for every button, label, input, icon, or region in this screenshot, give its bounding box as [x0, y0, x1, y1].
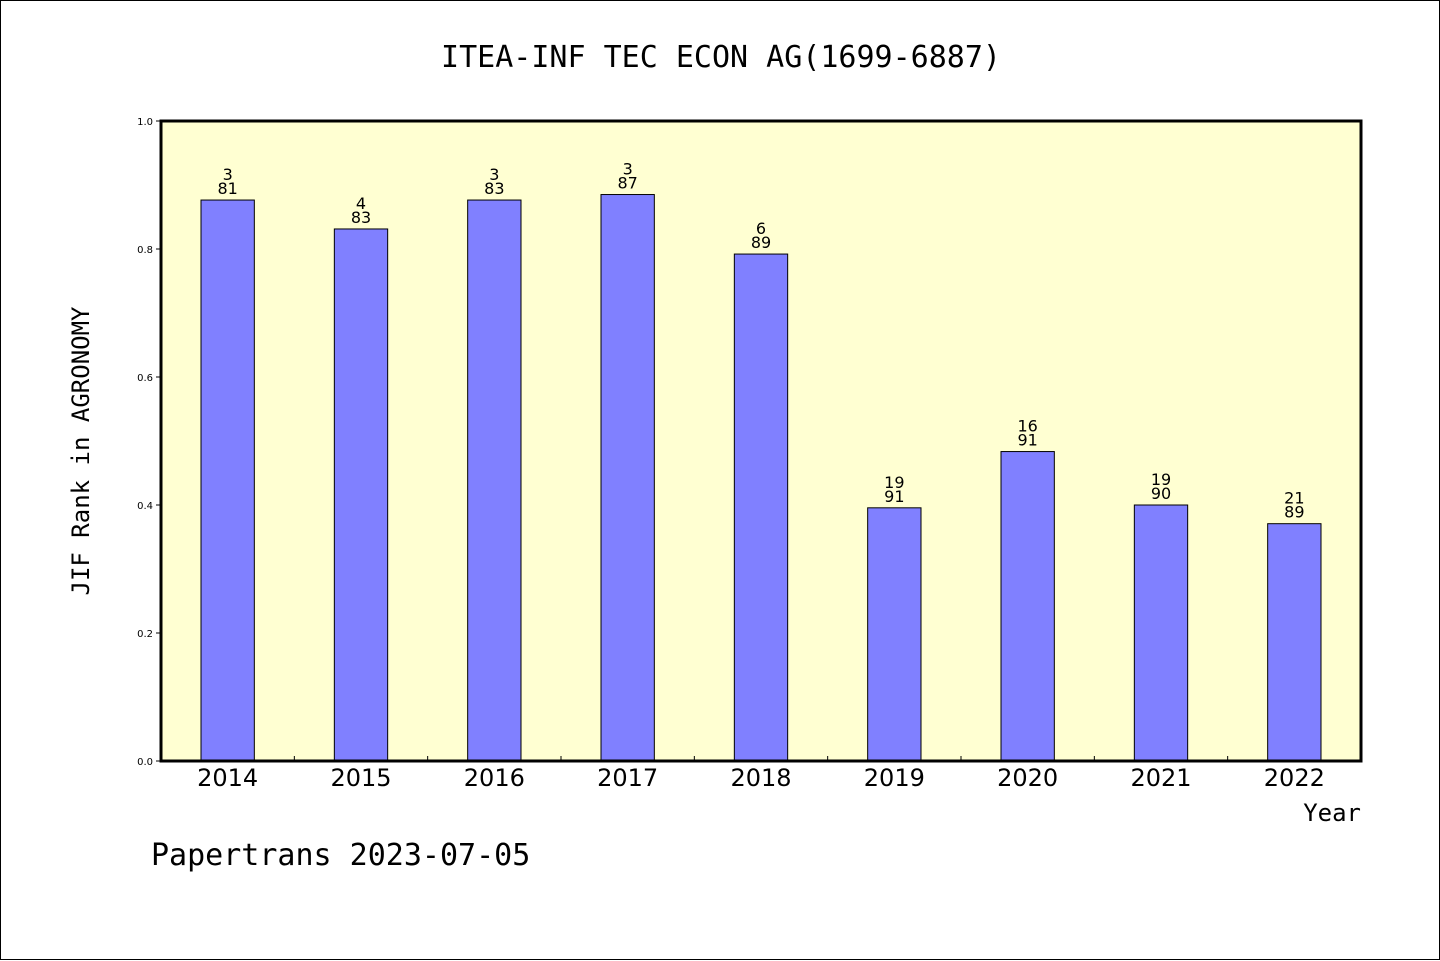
bar: [200, 199, 255, 762]
x-tick-label: 2020: [997, 764, 1058, 792]
y-axis: 0.0 0.2 0.4 0.6 0.8 1.0: [137, 117, 161, 768]
bar-label-rank: 3: [623, 160, 633, 179]
x-tick-label: 2016: [464, 764, 525, 792]
bar-label-total: 83: [351, 208, 371, 227]
x-axis-title: Year: [1303, 799, 1361, 827]
bar-label-rank: 19: [1151, 470, 1171, 489]
bar: [600, 194, 655, 762]
y-tick-label: 0.6: [137, 373, 153, 384]
y-tick-label: 0.8: [137, 245, 153, 256]
bar-label-total: 81: [217, 179, 237, 198]
bar-label-total: 89: [751, 233, 771, 252]
bar: [1133, 504, 1189, 762]
x-tick-label: 2015: [330, 764, 391, 792]
bar-label-rank: 6: [756, 219, 766, 238]
x-tick-label: 2019: [864, 764, 925, 792]
y-tick-label: 0.4: [137, 501, 153, 512]
bar-label-rank: 16: [1017, 417, 1037, 436]
chart-title: ITEA-INF TEC ECON AG(1699-6887): [441, 40, 1001, 75]
x-tick-label: 2022: [1264, 764, 1325, 792]
bar-label-rank: 3: [223, 165, 233, 184]
bar-label-total: 91: [884, 487, 904, 506]
bar: [333, 228, 389, 762]
bar-label-rank: 21: [1284, 489, 1304, 508]
bar-label-total: 90: [1151, 484, 1171, 503]
bar-label-total: 87: [617, 174, 637, 193]
y-axis-title: JIF Rank in AGRONOMY: [67, 306, 95, 596]
x-tick-label: 2018: [730, 764, 791, 792]
bar-label-total: 91: [1017, 431, 1037, 450]
bar: [867, 507, 922, 762]
bar: [1267, 523, 1322, 762]
plot-frame: [159, 119, 1363, 763]
x-tick-label: 2014: [197, 764, 258, 792]
y-tick-label: 0.0: [137, 757, 153, 768]
bar-label-total: 83: [484, 179, 504, 198]
x-tick-label: 2017: [597, 764, 658, 792]
bar-label-rank: 3: [489, 165, 499, 184]
footer-note: Papertrans 2023-07-05: [151, 838, 530, 873]
bars-group: [200, 194, 1322, 762]
y-tick-label: 0.2: [137, 629, 153, 640]
bar-label-rank: 19: [884, 473, 904, 492]
bar: [733, 253, 789, 762]
y-tick-label: 1.0: [137, 117, 153, 128]
bar: [1000, 451, 1055, 762]
x-axis: 2014 2015 2016 2017 2018 2019 2020 2021 2022: [197, 756, 1325, 792]
bar: [467, 199, 522, 762]
x-tick-label: 2021: [1130, 764, 1191, 792]
bar-label-rank: 4: [356, 194, 366, 213]
bar-label-total: 89: [1284, 503, 1304, 522]
